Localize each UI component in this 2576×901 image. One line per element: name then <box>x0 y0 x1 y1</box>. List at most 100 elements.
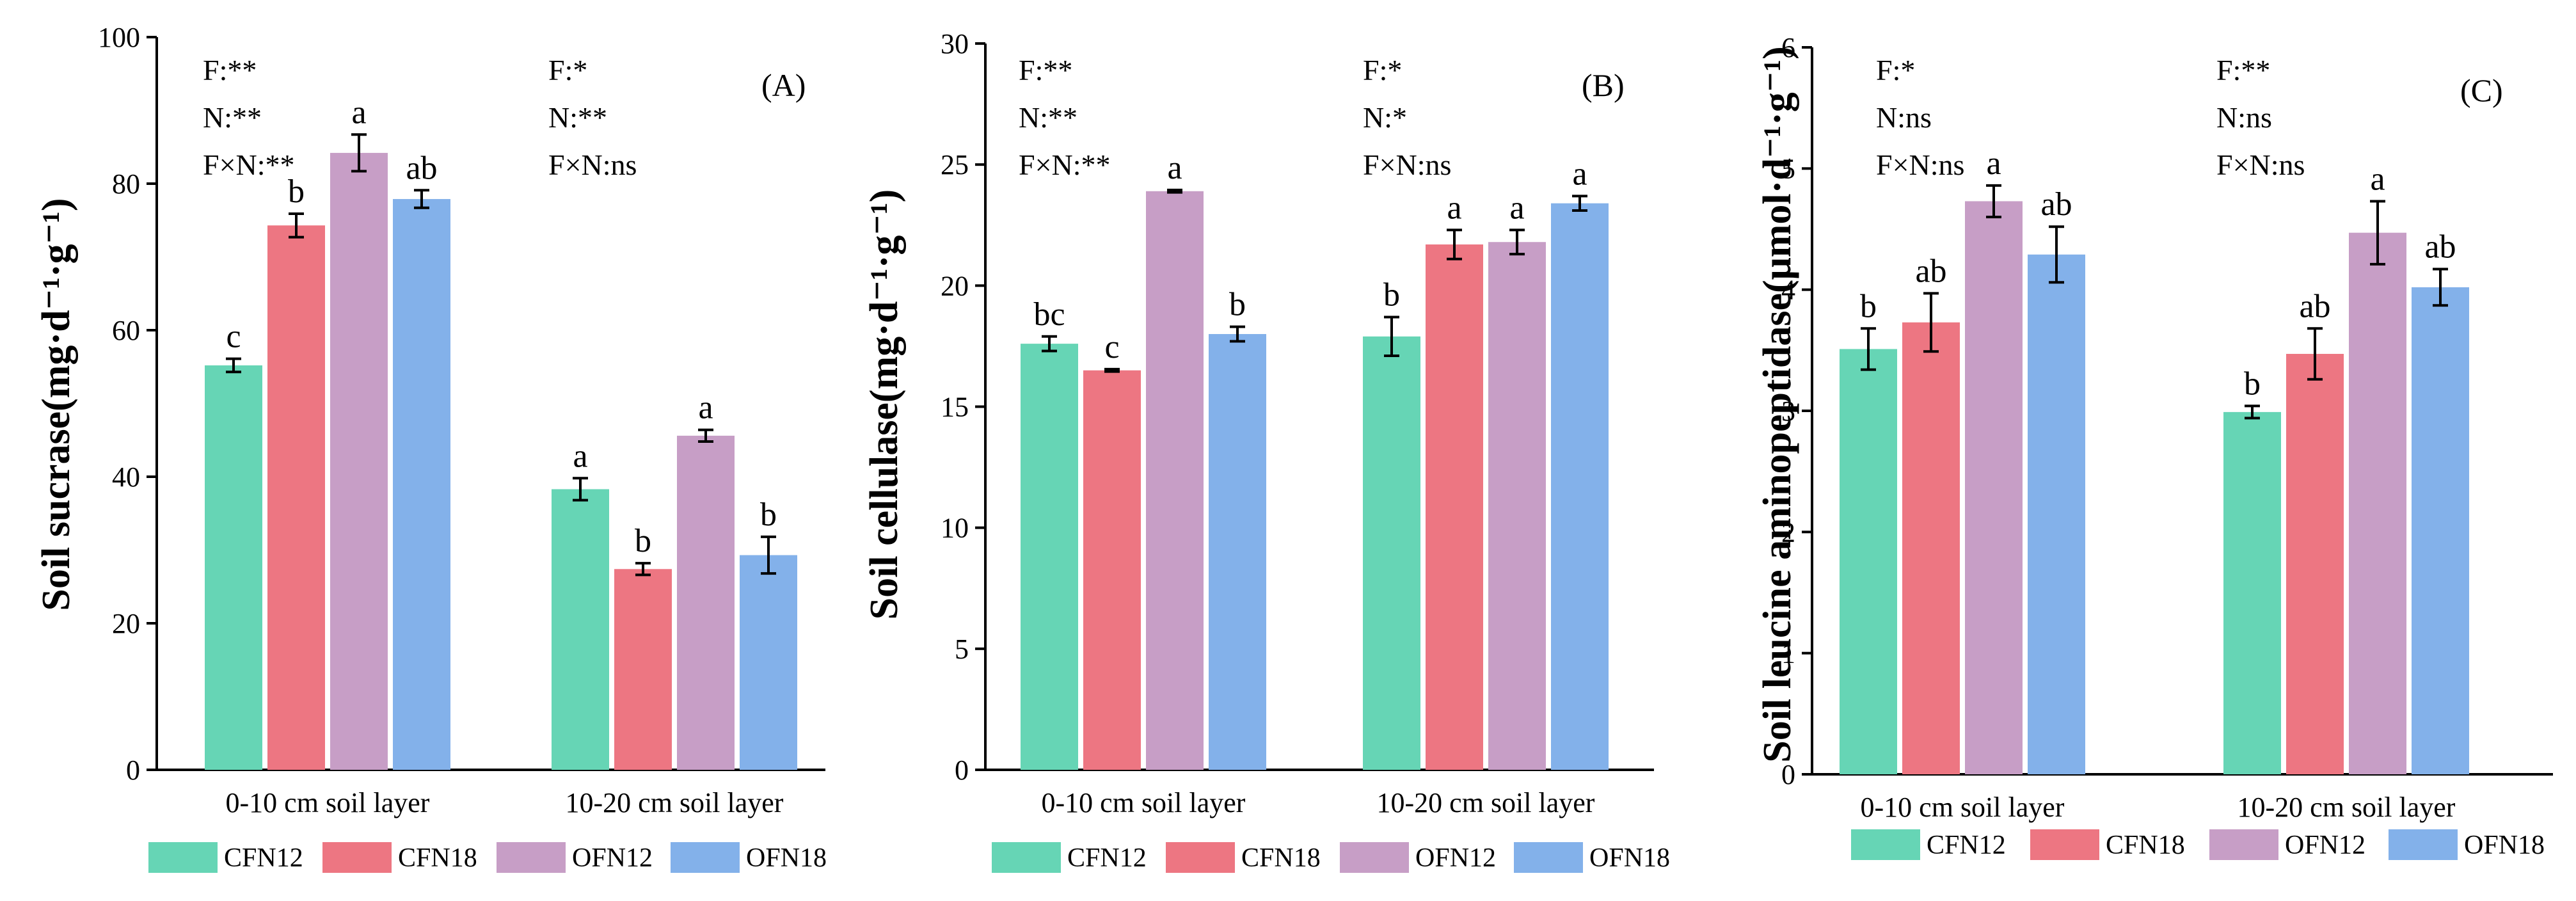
significance-letter: b <box>635 523 651 559</box>
stat-annotation: N:ns <box>2216 101 2272 134</box>
panel-label: (B) <box>1582 67 1625 103</box>
stat-annotation: F×N:ns <box>548 148 637 181</box>
y-tick-label: 60 <box>112 315 140 346</box>
stat-annotation: F×N:** <box>203 148 295 181</box>
legend-swatch-ofn18 <box>1514 842 1583 873</box>
legend-swatch-ofn12 <box>497 842 566 873</box>
legend-swatch-cfn12 <box>1851 829 1920 860</box>
bar-cfn12-1 <box>1363 336 1420 770</box>
y-tick-label: 6 <box>1781 32 1795 63</box>
y-axis-label: Soil cellulase(mg·d⁻¹·g⁻¹) <box>863 189 906 620</box>
significance-letter: a <box>351 94 366 131</box>
y-tick-label: 0 <box>126 754 140 786</box>
bar-cfn12-0 <box>1021 344 1078 770</box>
x-category-label: 10-20 cm soil layer <box>1377 787 1595 818</box>
bar-ofn18-0 <box>1209 334 1266 770</box>
y-tick-label: 80 <box>112 168 140 200</box>
significance-letter: a <box>1167 150 1182 186</box>
bar-cfn18-0 <box>1902 322 1960 775</box>
bar-cfn18-1 <box>2286 354 2344 774</box>
legend-swatch-cfn18 <box>1166 842 1235 873</box>
legend-label: OFN12 <box>2285 831 2365 860</box>
y-axis-label: Soil leucine aminopeptidase(μmol·d⁻¹·g⁻¹… <box>1756 46 1799 763</box>
stat-annotation: N:** <box>203 101 262 134</box>
bar-ofn12-1 <box>677 435 735 770</box>
legend-label: OFN18 <box>1589 843 1670 873</box>
legend-swatch-cfn12 <box>992 842 1061 873</box>
significance-letter: a <box>1986 145 2001 182</box>
legend-swatch-ofn12 <box>2209 829 2278 860</box>
x-category-label: 0-10 cm soil layer <box>226 787 430 818</box>
bar-ofn12-1 <box>1488 242 1546 770</box>
legend-label: OFN18 <box>2464 831 2545 860</box>
x-category-label: 0-10 cm soil layer <box>1042 787 1246 818</box>
legend-swatch-cfn18 <box>2030 829 2099 860</box>
y-tick-label: 20 <box>941 270 969 301</box>
y-tick-label: 2 <box>1781 516 1795 548</box>
bar-cfn12-1 <box>552 489 609 770</box>
legend-swatch-ofn18 <box>2389 829 2458 860</box>
bar-cfn18-1 <box>614 569 672 770</box>
y-tick-label: 100 <box>98 22 140 53</box>
bar-cfn18-0 <box>1083 370 1141 770</box>
y-tick-label: 25 <box>941 149 969 180</box>
bar-ofn18-0 <box>2028 254 2085 774</box>
significance-letter: bc <box>1033 296 1065 333</box>
legend-label: OFN18 <box>746 843 827 873</box>
significance-letter: b <box>288 173 305 210</box>
stat-annotation: F×N:ns <box>2216 148 2305 181</box>
stat-annotation: N:** <box>548 101 607 134</box>
significance-letter: b <box>1229 287 1246 323</box>
stat-annotation: N:** <box>1019 101 1077 134</box>
y-tick-label: 20 <box>112 608 140 639</box>
x-category-label: 10-20 cm soil layer <box>2238 792 2456 823</box>
stat-annotation: N:ns <box>1876 101 1932 134</box>
significance-letter: a <box>1447 189 1461 226</box>
bar-ofn18-1 <box>740 555 797 770</box>
legend-swatch-cfn18 <box>322 842 392 873</box>
significance-letter: a <box>1509 189 1524 226</box>
significance-letter: a <box>2370 161 2385 197</box>
significance-letter: ab <box>406 150 437 186</box>
significance-letter: b <box>2244 365 2261 402</box>
bar-ofn12-0 <box>1146 191 1204 770</box>
bar-ofn12-0 <box>330 152 388 770</box>
legend: CFN12 CFN18 OFN12 OFN18 <box>1851 829 2545 860</box>
significance-letter: a <box>1572 155 1587 192</box>
stat-annotation: F:** <box>1019 54 1072 86</box>
significance-letter: a <box>698 390 713 426</box>
legend-swatch-ofn18 <box>671 842 740 873</box>
bar-ofn18-1 <box>1551 203 1609 770</box>
legend: CFN12 CFN18 OFN12 OFN18 <box>148 842 827 873</box>
significance-letter: ab <box>1915 253 1946 289</box>
legend: CFN12 CFN18 OFN12 OFN18 <box>992 842 1670 873</box>
stat-annotation: F:* <box>1363 54 1402 86</box>
panel-label: (A) <box>761 67 806 103</box>
legend-label: CFN18 <box>398 843 477 873</box>
significance-letter: b <box>1383 277 1400 314</box>
stat-annotation: F×N:** <box>1019 148 1111 181</box>
bar-cfn12-1 <box>2223 411 2281 774</box>
significance-letter: a <box>573 438 587 474</box>
significance-letter: c <box>1104 329 1119 365</box>
bar-cfn12-0 <box>1840 349 1897 774</box>
y-tick-label: 40 <box>112 461 140 493</box>
bar-cfn18-1 <box>1426 244 1483 770</box>
y-tick-label: 1 <box>1781 638 1795 669</box>
bar-ofn12-0 <box>1965 201 2023 774</box>
bar-cfn18-0 <box>267 225 325 770</box>
stat-annotation: F:** <box>203 54 257 86</box>
significance-letter: ab <box>2299 288 2330 324</box>
bar-cfn12-0 <box>205 365 262 770</box>
legend-swatch-ofn12 <box>1340 842 1409 873</box>
stat-annotation: N:* <box>1363 101 1407 134</box>
stat-annotation: F:* <box>548 54 587 86</box>
legend-label: OFN12 <box>1415 843 1496 873</box>
x-category-label: 0-10 cm soil layer <box>1861 792 2065 823</box>
significance-letter: ab <box>2424 228 2456 265</box>
y-tick-label: 30 <box>941 28 969 60</box>
stat-annotation: F:* <box>1876 54 1915 86</box>
chart-panel-b: 0 5 10 15 20 25 30 Soil cellulase(mg·d⁻¹·g⁻¹) (B… <box>863 28 1670 873</box>
